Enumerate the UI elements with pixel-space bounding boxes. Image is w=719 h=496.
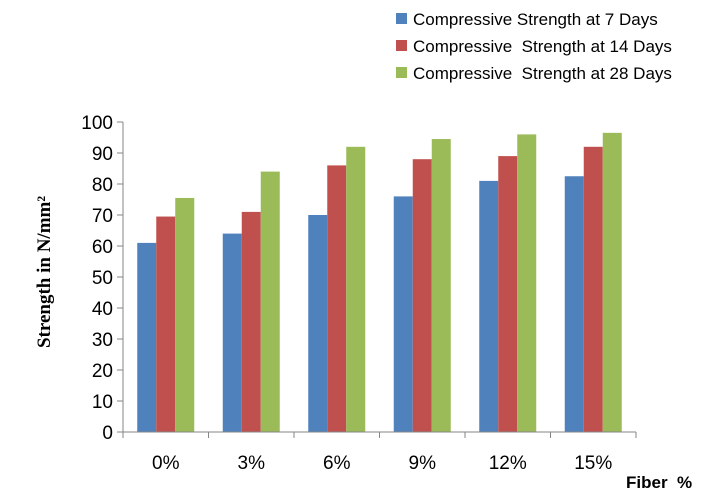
- bar-series3-15pct: [602, 132, 622, 432]
- axes: [117, 121, 637, 438]
- x-tick-label: 0%: [152, 453, 180, 474]
- y-tick-label: 90: [92, 144, 113, 165]
- bar-series3-12pct: [517, 134, 537, 432]
- bar-series3-0pct: [175, 197, 195, 432]
- y-tick-labels: 0 10 20 30 40 50 60 70 80 90 100: [81, 113, 113, 444]
- y-tick-label: 70: [92, 206, 113, 227]
- bar-series3-3pct: [260, 171, 280, 432]
- bar-series2-15pct: [583, 146, 603, 433]
- bar-series3-6pct: [346, 146, 366, 433]
- legend-swatch: [396, 13, 407, 24]
- bars: [137, 132, 622, 433]
- y-tick-label: 0: [102, 423, 113, 444]
- bar-series2-9pct: [412, 159, 432, 432]
- bar-series1-0pct: [137, 242, 157, 432]
- y-tick-label: 100: [81, 113, 113, 134]
- bar-series1-3pct: [222, 233, 242, 432]
- y-tick-label: 30: [92, 330, 113, 351]
- y-tick-label: 20: [92, 361, 113, 382]
- y-tick-label: 40: [92, 299, 113, 320]
- x-tick-label: 15%: [574, 453, 612, 474]
- x-tick-label: 9%: [409, 453, 437, 474]
- bar-series3-9pct: [431, 139, 451, 433]
- legend: Compressive Strength at 7 Days Compressiv…: [396, 10, 672, 83]
- bar-series1-15pct: [564, 176, 584, 432]
- y-tick-label: 10: [92, 392, 113, 413]
- y-tick-label: 80: [92, 175, 113, 196]
- x-tick-label: 12%: [489, 453, 527, 474]
- bar-series2-0pct: [156, 216, 176, 432]
- legend-label: Compressive Strength at 28 Days: [413, 64, 672, 83]
- bar-series2-12pct: [498, 156, 518, 432]
- bar-series1-12pct: [479, 180, 499, 432]
- legend-label: Compressive Strength at 7 Days: [413, 10, 658, 29]
- x-axis-label: Fiber %: [626, 473, 692, 492]
- bar-series1-6pct: [308, 215, 328, 432]
- y-axis-label: Strength in N/mm²: [34, 196, 55, 348]
- x-tick-labels: 0% 3% 6% 9% 12% 15%: [152, 453, 612, 474]
- x-tick-label: 3%: [238, 453, 266, 474]
- bar-series2-6pct: [327, 165, 347, 432]
- bar-series2-3pct: [241, 211, 261, 432]
- legend-swatch: [396, 40, 407, 51]
- y-tick-label: 50: [92, 268, 113, 289]
- legend-swatch: [396, 67, 407, 78]
- bar-series1-9pct: [393, 196, 413, 432]
- legend-label: Compressive Strength at 14 Days: [413, 37, 672, 56]
- y-tick-label: 60: [92, 237, 113, 258]
- x-tick-label: 6%: [323, 453, 351, 474]
